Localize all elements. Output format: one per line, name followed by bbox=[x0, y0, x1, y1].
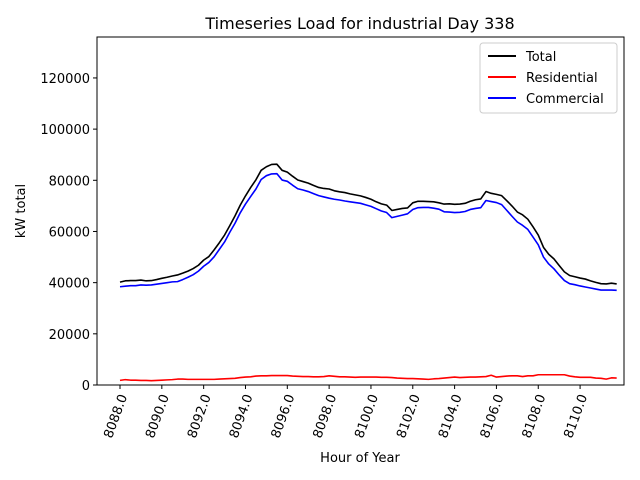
y-tick-label: 20000 bbox=[49, 328, 90, 343]
series-line-commercial bbox=[119, 172, 617, 292]
legend-label-total: Total bbox=[525, 50, 556, 65]
chart-title: Timeseries Load for industrial Day 338 bbox=[204, 14, 514, 33]
y-tick-label: 0 bbox=[82, 379, 90, 394]
legend-box bbox=[479, 42, 618, 114]
x-axis-label: Hour of Year bbox=[320, 451, 400, 466]
legend-label-commercial: Commercial bbox=[526, 92, 604, 107]
y-tick-label: 60000 bbox=[49, 225, 90, 240]
y-tick-label: 100000 bbox=[40, 123, 90, 138]
y-tick-label: 120000 bbox=[40, 72, 90, 87]
series-line-residential bbox=[119, 373, 617, 382]
plot-frame bbox=[96, 36, 625, 386]
y-tick-label: 80000 bbox=[49, 174, 90, 189]
series-line-total bbox=[119, 163, 617, 285]
legend-label-residential: Residential bbox=[526, 71, 598, 86]
series-layer bbox=[119, 163, 617, 382]
legend: Total Residential Commercial bbox=[479, 42, 618, 114]
y-axis: 0 20000 40000 60000 80000 100000 120000 bbox=[40, 72, 97, 394]
y-tick-label: 40000 bbox=[49, 277, 90, 292]
y-axis-label: kW total bbox=[14, 184, 29, 238]
